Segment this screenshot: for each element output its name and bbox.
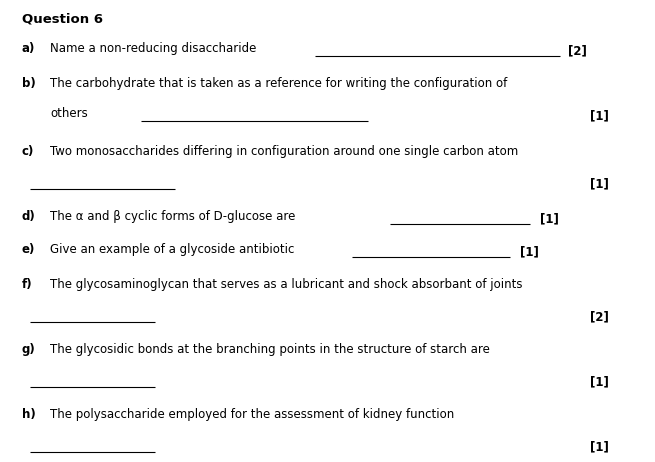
Text: The polysaccharide employed for the assessment of kidney function: The polysaccharide employed for the asse… [50, 408, 455, 421]
Text: g): g) [22, 343, 36, 356]
Text: Give an example of a glycoside antibiotic: Give an example of a glycoside antibioti… [50, 243, 294, 256]
Text: The α and β cyclic forms of D-glucose are: The α and β cyclic forms of D-glucose ar… [50, 210, 295, 223]
Text: [1]: [1] [590, 375, 609, 388]
Text: c): c) [22, 145, 34, 158]
Text: d): d) [22, 210, 36, 223]
Text: [1]: [1] [590, 109, 609, 122]
Text: others: others [50, 107, 88, 120]
Text: f): f) [22, 278, 33, 291]
Text: e): e) [22, 243, 35, 256]
Text: The glycosaminoglycan that serves as a lubricant and shock absorbant of joints: The glycosaminoglycan that serves as a l… [50, 278, 523, 291]
Text: Name a non-reducing disaccharide: Name a non-reducing disaccharide [50, 42, 256, 55]
Text: The glycosidic bonds at the branching points in the structure of starch are: The glycosidic bonds at the branching po… [50, 343, 490, 356]
Text: [1]: [1] [540, 212, 559, 225]
Text: [2]: [2] [590, 310, 609, 323]
Text: [1]: [1] [520, 245, 539, 258]
Text: b): b) [22, 77, 36, 90]
Text: h): h) [22, 408, 36, 421]
Text: [1]: [1] [590, 440, 609, 453]
Text: The carbohydrate that is taken as a reference for writing the configuration of: The carbohydrate that is taken as a refe… [50, 77, 507, 90]
Text: a): a) [22, 42, 35, 55]
Text: Two monosaccharides differing in configuration around one single carbon atom: Two monosaccharides differing in configu… [50, 145, 518, 158]
Text: [2]: [2] [568, 44, 587, 57]
Text: Question 6: Question 6 [22, 12, 103, 25]
Text: [1]: [1] [590, 177, 609, 190]
